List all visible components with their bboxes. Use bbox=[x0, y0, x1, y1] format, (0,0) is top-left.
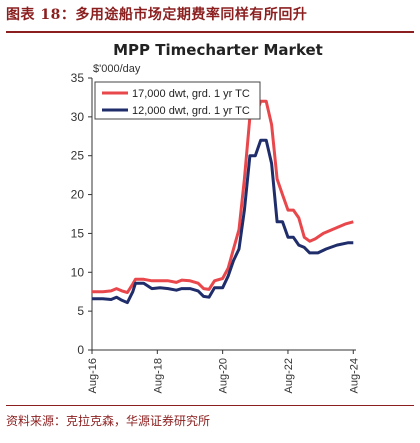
y-axis-unit-label: $'000/day bbox=[93, 63, 141, 75]
y-tick-label: 0 bbox=[77, 343, 84, 357]
figure-title: 图表 18：多用途船市场定期费率同样有所回升 bbox=[6, 7, 308, 23]
y-tick-label: 20 bbox=[71, 188, 85, 202]
y-tick-label: 5 bbox=[77, 304, 84, 318]
x-tick-label: Aug-24 bbox=[348, 358, 360, 393]
source-note: 资料来源：克拉克森，华源证券研究所 bbox=[6, 414, 211, 428]
y-tick-label: 30 bbox=[71, 110, 85, 124]
source-rule bbox=[6, 405, 414, 406]
series-line-0 bbox=[92, 99, 354, 294]
x-tick-label: Aug-22 bbox=[283, 358, 295, 393]
legend: 17,000 dwt, grd. 1 yr TC 12,000 dwt, grd… bbox=[94, 81, 261, 120]
y-tick-label: 15 bbox=[71, 226, 85, 240]
x-tick-label: Aug-18 bbox=[152, 358, 164, 393]
legend-box bbox=[94, 81, 261, 120]
series-line-1 bbox=[92, 138, 354, 305]
y-tick-label: 35 bbox=[71, 71, 85, 85]
title-rule bbox=[6, 31, 414, 33]
y-axis: 0 5 10 15 20 25 30 35 bbox=[71, 71, 93, 357]
legend-label-12000: 12,000 dwt, grd. 1 yr TC bbox=[132, 105, 250, 117]
legend-label-17000: 17,000 dwt, grd. 1 yr TC bbox=[132, 88, 250, 100]
y-tick-label: 25 bbox=[71, 149, 85, 163]
series-layer bbox=[92, 99, 354, 305]
x-axis: Aug-16 Aug-18 Aug-20 Aug-22 Aug-24 bbox=[87, 349, 360, 393]
y-tick-label: 10 bbox=[71, 265, 85, 279]
x-tick-label: Aug-20 bbox=[218, 358, 230, 393]
x-tick-label: Aug-16 bbox=[87, 358, 99, 393]
chart-title: MPP Timecharter Market bbox=[113, 41, 323, 59]
chart: MPP Timecharter Market $'000/day 0 5 10 15 2… bbox=[71, 41, 361, 393]
